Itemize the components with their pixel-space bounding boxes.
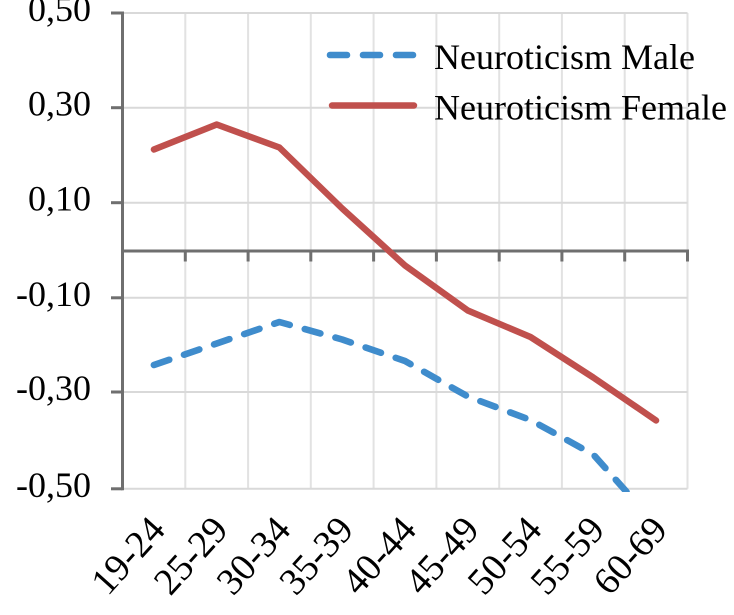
svg-text:60-69: 60-69 bbox=[585, 509, 676, 603]
svg-text:Neuroticism Female: Neuroticism Female bbox=[434, 88, 727, 128]
svg-text:0,50: 0,50 bbox=[28, 0, 91, 29]
svg-text:0,30: 0,30 bbox=[28, 84, 91, 124]
svg-text:-0,50: -0,50 bbox=[16, 465, 91, 505]
svg-text:Neuroticism Male: Neuroticism Male bbox=[434, 37, 695, 77]
svg-text:-0,30: -0,30 bbox=[16, 368, 91, 408]
svg-text:0,10: 0,10 bbox=[28, 179, 91, 219]
svg-text:-0,10: -0,10 bbox=[16, 274, 91, 314]
